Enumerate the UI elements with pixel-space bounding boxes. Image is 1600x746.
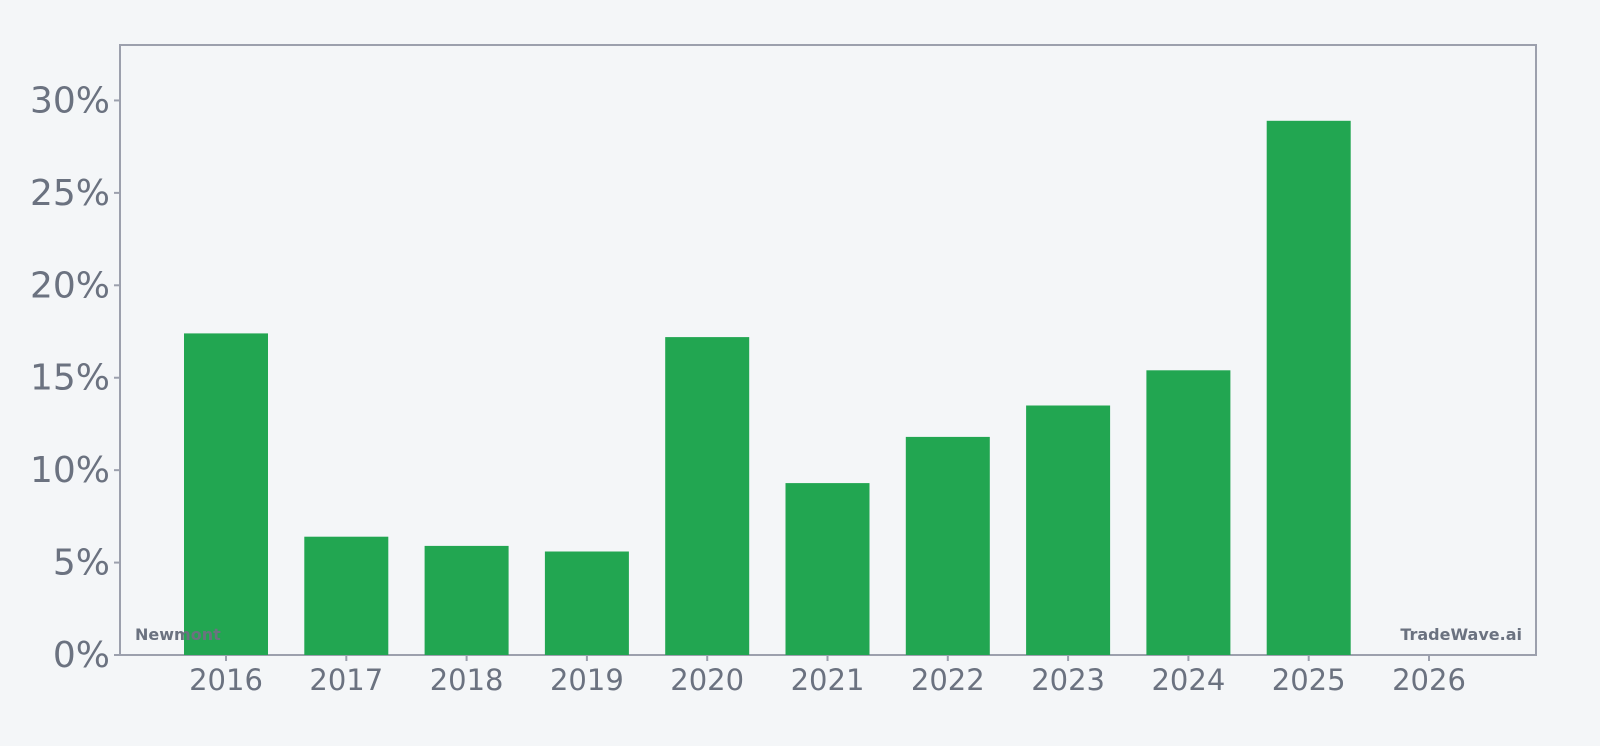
y-tick-label: 10%: [30, 450, 110, 491]
bar-2017: [304, 536, 389, 655]
bar-2018: [424, 545, 509, 655]
bar-2019: [544, 551, 629, 655]
x-tick-label: 2024: [1151, 663, 1225, 697]
x-tick-label: 2025: [1272, 663, 1346, 697]
bars-layer: [184, 120, 1351, 656]
bar-2025: [1266, 120, 1351, 656]
y-tick-label: 0%: [53, 635, 110, 676]
bar-2021: [785, 483, 870, 655]
y-tick-label: 15%: [30, 358, 110, 399]
y-tick-label: 30%: [30, 80, 110, 121]
x-tick-label: 2020: [670, 663, 744, 697]
watermark-left: Newmont: [135, 625, 221, 644]
bar-2020: [665, 337, 750, 655]
x-tick-label: 2026: [1392, 663, 1466, 697]
bar-2022: [905, 436, 990, 655]
x-tick-label: 2023: [1031, 663, 1105, 697]
x-axis: 2016 2017 2018 2019 2020 2021 2022 2023 2024 2025…: [189, 655, 1466, 697]
x-tick-label: 2021: [791, 663, 865, 697]
y-axis: 0% 5% 10% 15% 20% 25% 30%: [30, 80, 120, 676]
x-tick-label: 2017: [309, 663, 383, 697]
y-tick-label: 25%: [30, 173, 110, 214]
x-tick-label: 2018: [430, 663, 504, 697]
x-tick-label: 2019: [550, 663, 624, 697]
bar-2024: [1146, 370, 1231, 655]
watermark-right: TradeWave.ai: [1400, 625, 1522, 644]
y-tick-label: 20%: [30, 265, 110, 306]
x-tick-label: 2016: [189, 663, 263, 697]
y-tick-label: 5%: [53, 543, 110, 584]
x-tick-label: 2022: [911, 663, 985, 697]
bar-2016: [184, 333, 268, 655]
bar-2023: [1026, 405, 1111, 655]
